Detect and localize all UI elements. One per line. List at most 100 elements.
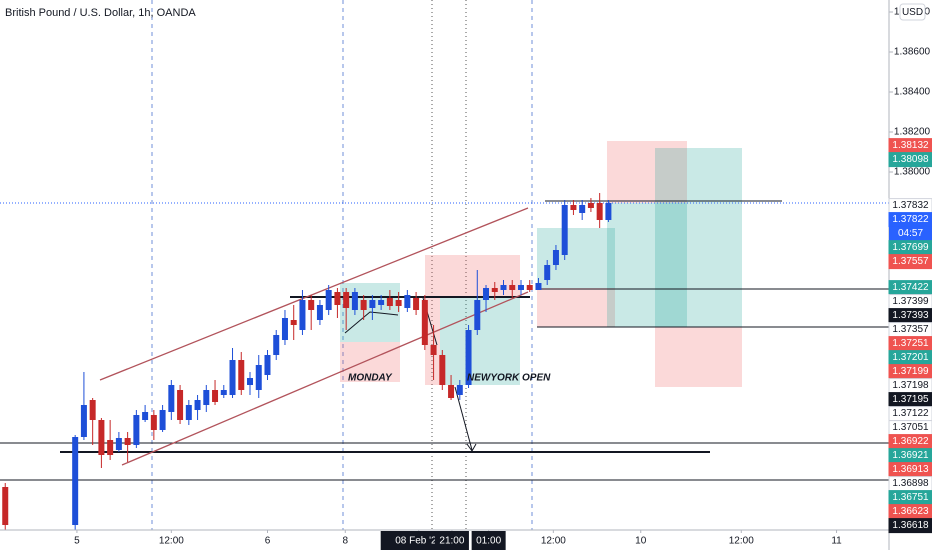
candle-body [194,400,201,410]
candle-body [98,420,105,455]
x-tick-label: 11 [831,536,842,547]
candle-body [229,360,236,395]
x-tick-label: 12:00 [159,536,184,547]
price-badge [888,518,932,534]
y-tick-label: 1.38000 [894,167,931,178]
countdown-label: 04:57 [898,228,923,239]
price-badge-label: 1.37393 [892,310,929,321]
candle-body [386,298,393,306]
candle-body [448,385,455,398]
price-badge-label: 1.37357 [892,324,929,335]
candle-body [264,355,271,375]
x-tick-label: 08 Feb '21 [395,536,442,547]
price-badge-label: 1.37199 [892,366,929,377]
channel-line [121,291,529,466]
candle-body [579,205,586,213]
chart-title: British Pound / U.S. Dollar, 1h, OANDA [5,7,196,19]
price-badge-label: 1.36618 [892,520,929,531]
x-tick-label: 8 [343,536,349,547]
candle-body [316,305,323,320]
drawings [0,0,889,530]
candle-body [308,300,315,310]
price-badge-label: 1.38132 [892,140,929,151]
candle-body [483,288,490,300]
candle-body [2,487,9,525]
candle-body [404,295,411,308]
candle-body [334,292,341,305]
currency-label[interactable]: USD [902,7,923,18]
loss-zone [607,141,687,203]
profit-zone [655,148,742,327]
price-badge-label: 1.37251 [892,338,929,349]
price-badge [888,152,932,168]
price-badge-label: 1.36751 [892,492,929,503]
price-badge-label: 1.36623 [892,506,929,517]
profit-zone [607,203,687,327]
annotation: NEWYORK OPEN [467,373,551,384]
price-badge-label: 1.37399 [892,296,929,307]
candle-body [89,400,96,420]
candle-body [587,203,594,208]
candle-body [544,265,551,280]
candle-body [474,300,481,330]
candle-body [343,292,350,308]
candle-body [203,390,210,405]
candle-body [526,285,533,290]
candle-body [124,438,131,445]
countdown-badge [889,226,932,241]
loss-zone [537,288,615,327]
loss-zone [340,342,400,382]
pattern-line [344,311,399,334]
candle-body [491,288,498,292]
price-badge [888,254,932,270]
price-badge-label: 1.37557 [892,256,929,267]
price-badge-label: 1.36921 [892,450,929,461]
candle-body [395,300,402,306]
candle-body [133,415,140,445]
candle-body [255,365,262,390]
candle-body [369,300,376,308]
candle-body [570,205,577,210]
candle-body [168,385,175,412]
candle-body [456,385,463,395]
candle-body [212,390,219,402]
candle-body [273,335,280,355]
candle-body [465,330,472,385]
price-badge-label: 1.37122 [892,408,929,419]
price-badge-label: 1.37699 [892,242,929,253]
candle-body [421,300,428,345]
arrow-head [466,443,477,452]
candle-body [596,203,603,220]
price-badge-label: 1.37832 [892,200,929,211]
candle-body [220,390,227,395]
x-tick-label: 01:00 [476,536,501,547]
price-badge-label: 1.37201 [892,352,929,363]
candle-body [142,412,149,420]
candle-body [552,250,559,265]
y-tick-label: 1.38400 [894,87,931,98]
candle-body [439,355,446,385]
currency-button[interactable] [899,3,926,21]
candle-body [290,320,297,325]
candle-body [281,318,288,340]
candle-body [378,300,385,305]
y-tick-label: 1.38600 [894,47,931,58]
candle-body [177,390,184,420]
annotation: MONDAY [348,373,393,384]
x-tick-label: 5 [74,536,80,547]
candle-body [509,285,516,290]
candle-body [159,410,166,430]
y-tick-label: 1.38200 [894,127,931,138]
arrow-line [454,386,473,451]
price-badge-label: 1.37198 [892,380,929,391]
x-tick-label: 12:00 [729,536,754,547]
price-badge-label: 1.37195 [892,394,929,405]
price-badge-label: 1.36898 [892,478,929,489]
candle-body [247,378,254,385]
x-crosshair-label-bg [434,531,469,550]
candle-body [107,440,114,455]
price-badge-label: 1.37422 [892,282,929,293]
candle-body [500,285,507,290]
price-badge-label: 1.38098 [892,154,929,165]
